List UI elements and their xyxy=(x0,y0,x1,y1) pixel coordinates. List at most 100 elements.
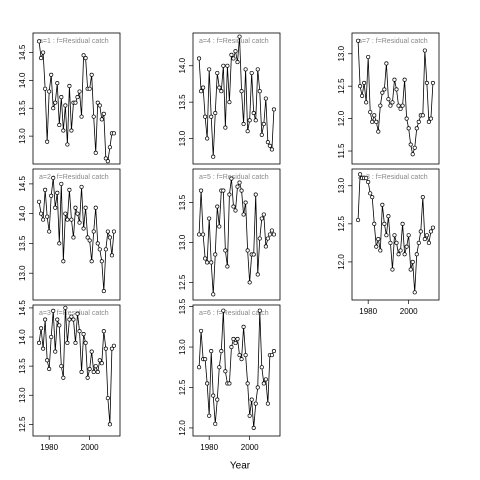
data-point xyxy=(53,349,58,354)
data-point xyxy=(255,67,260,72)
data-point xyxy=(95,369,100,375)
series-line xyxy=(38,307,115,425)
data-point xyxy=(408,267,413,272)
data-point xyxy=(199,188,204,193)
data-point xyxy=(386,97,391,102)
data-point xyxy=(97,103,102,108)
data-point xyxy=(408,142,413,147)
series-line xyxy=(38,41,114,163)
data-point xyxy=(404,116,409,121)
data-point xyxy=(380,202,385,207)
panel-title: a=4 : f=Residual catch xyxy=(199,38,269,45)
y-tick-label: 13.0 xyxy=(178,339,187,355)
data-point xyxy=(109,346,114,351)
data-point xyxy=(85,375,90,380)
data-point xyxy=(414,126,419,131)
data-point xyxy=(209,260,214,265)
data-point xyxy=(426,119,431,124)
y-tick-label: 12.5 xyxy=(337,216,346,232)
data-point xyxy=(63,211,68,216)
data-point xyxy=(430,225,435,230)
data-point xyxy=(41,346,46,351)
data-point xyxy=(197,365,202,370)
data-point xyxy=(37,199,42,204)
data-point xyxy=(241,212,246,217)
data-point xyxy=(257,308,262,313)
data-point xyxy=(384,61,389,66)
data-point xyxy=(390,267,395,272)
panel-title: a=5 : f=Residual catch xyxy=(199,174,269,181)
data-point xyxy=(89,349,94,354)
data-point xyxy=(402,252,407,257)
data-point xyxy=(396,103,401,108)
data-point xyxy=(41,217,46,222)
data-point xyxy=(217,85,222,90)
data-point xyxy=(221,188,226,193)
data-point xyxy=(247,118,252,123)
x-tick-label: 1980 xyxy=(40,443,58,452)
data-point xyxy=(93,150,98,155)
panel-title: a=3 : f=Residual catch xyxy=(39,310,109,317)
data-point xyxy=(111,131,116,136)
data-point xyxy=(103,247,108,252)
data-point xyxy=(75,311,80,316)
data-point xyxy=(215,397,220,402)
data-point xyxy=(91,114,96,119)
data-point xyxy=(229,344,234,350)
y-tick-label: 13.0 xyxy=(18,265,27,281)
x-axis-label: Year xyxy=(230,461,251,472)
data-point xyxy=(57,122,62,128)
data-point xyxy=(103,156,108,161)
data-point xyxy=(95,241,100,246)
data-point xyxy=(91,369,96,375)
y-tick-label: 13.0 xyxy=(337,177,346,193)
data-point xyxy=(233,340,238,346)
data-point xyxy=(388,240,393,245)
data-point xyxy=(47,229,52,234)
data-point xyxy=(53,205,58,210)
data-point xyxy=(53,100,58,105)
y-tick-label: 12.5 xyxy=(18,416,27,432)
y-tick-label: 12.5 xyxy=(178,274,187,290)
x-tick-label: 1980 xyxy=(359,307,377,316)
data-point xyxy=(384,233,389,238)
data-point xyxy=(101,329,106,334)
x-tick-label: 2000 xyxy=(400,307,418,316)
data-point xyxy=(45,358,50,363)
data-point xyxy=(65,217,70,222)
data-point xyxy=(251,111,256,116)
data-point xyxy=(422,237,427,242)
data-point xyxy=(376,237,381,242)
data-point xyxy=(221,63,226,68)
data-point xyxy=(247,413,252,418)
data-point xyxy=(111,229,116,234)
data-point xyxy=(269,353,274,358)
data-point xyxy=(213,111,218,116)
data-point xyxy=(243,353,248,358)
data-point xyxy=(87,238,92,243)
data-point xyxy=(245,129,250,134)
series-line xyxy=(198,178,275,295)
data-point xyxy=(73,205,78,210)
data-point xyxy=(370,119,375,124)
panel-frame xyxy=(351,168,440,301)
data-point xyxy=(265,236,270,241)
data-point xyxy=(209,114,214,119)
data-point xyxy=(107,422,112,427)
data-point xyxy=(205,381,210,386)
data-point xyxy=(412,145,417,150)
data-point xyxy=(109,253,114,258)
data-point xyxy=(360,93,365,98)
data-point xyxy=(235,184,240,189)
data-point xyxy=(356,38,361,43)
data-point xyxy=(231,336,236,342)
data-point xyxy=(81,226,86,231)
y-tick-label: 13.5 xyxy=(178,94,187,110)
data-point xyxy=(410,152,415,157)
data-point xyxy=(105,396,110,401)
data-point xyxy=(71,235,76,240)
data-point xyxy=(89,72,94,77)
data-point xyxy=(79,114,84,119)
data-point xyxy=(420,195,425,200)
data-point xyxy=(203,114,208,119)
